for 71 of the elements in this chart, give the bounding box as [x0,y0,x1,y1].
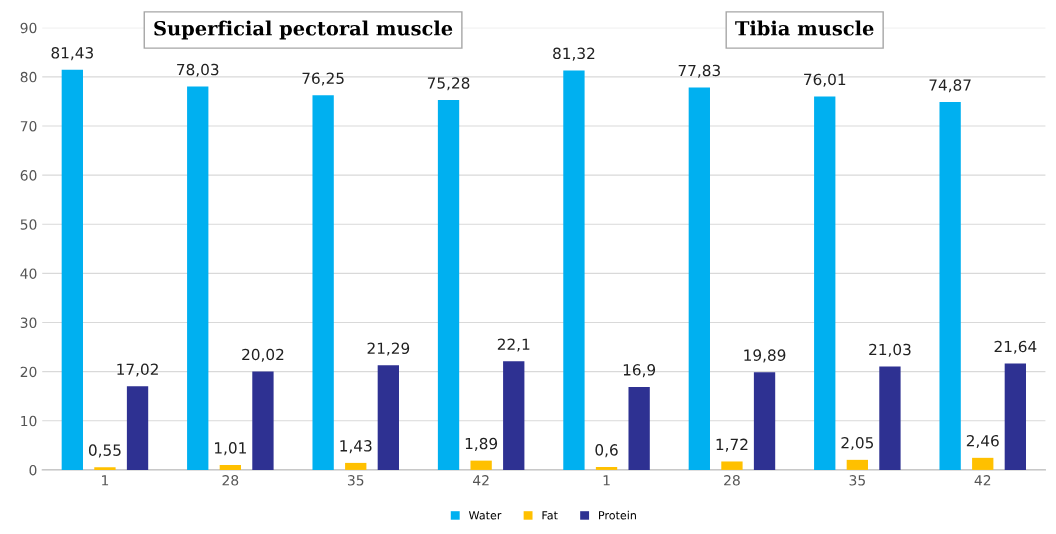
bar [312,95,334,470]
bar [939,102,961,470]
data-label: 2,05 [841,437,874,451]
bar [252,371,274,470]
y-tick-label: 50 [20,219,37,230]
y-tick-label: 20 [20,366,37,378]
annotation: Tibia muscle [735,20,874,36]
data-label: 21,64 [994,340,1037,354]
bar [503,361,525,470]
bar [61,69,83,470]
bar [721,461,743,470]
bar [846,459,868,470]
x-tick-label: 42 [472,475,489,486]
bar [563,70,585,470]
bar [377,365,399,470]
bar [470,460,492,470]
data-label: 75,28 [427,77,470,91]
y-tick-label: 60 [20,170,37,181]
data-label: 76,25 [302,72,344,86]
data-label: 16,9 [623,364,656,378]
data-label: 0,6 [595,444,618,458]
y-tick-label: 90 [20,22,37,34]
y-tick-label: 80 [20,71,37,83]
bar [753,372,776,470]
x-tick-label: 28 [222,475,239,486]
data-label: 17,02 [117,363,158,377]
bar [972,457,994,470]
x-tick-label: 1 [102,475,109,486]
y-tick-label: 70 [20,120,37,132]
bar [814,96,836,470]
data-label: 81,32 [553,47,595,61]
bar [345,462,367,470]
bar [879,366,901,470]
x-tick-label: 42 [974,475,991,486]
y-tick-label: 40 [20,268,37,279]
data-label: 74,87 [929,79,971,93]
bar [595,466,618,470]
data-label: 19,89 [744,349,786,363]
x-tick-label: 35 [849,475,865,486]
y-tick-label: 10 [21,415,37,427]
data-label: 22,1 [497,338,530,352]
x-tick-label: 1 [603,475,610,486]
bar [628,386,650,470]
x-tick-label: 28 [724,475,740,486]
y-tick-label: 0 [29,464,37,476]
bar [219,464,241,470]
bar [688,87,710,470]
bar [187,86,209,470]
data-label: 1,72 [716,438,748,452]
x-tick-label: 35 [347,475,364,486]
legend-label: Fat [542,511,558,520]
legend-label: Protein [599,510,636,520]
data-label: 76,01 [804,73,846,87]
bar [437,100,460,470]
data-label: 77,83 [678,64,720,78]
data-label: 21,29 [367,342,410,356]
bar [94,467,116,470]
data-label: 21,03 [869,343,911,357]
data-label: 1,43 [340,440,372,454]
data-label: 81,43 [51,47,93,61]
data-label: 1,01 [215,442,246,456]
bar [1004,363,1026,470]
data-label: 1,89 [465,437,498,451]
data-label: 20,02 [242,348,284,362]
y-tick-label: 30 [20,317,37,329]
data-label: 78,03 [177,63,219,77]
data-label: 0,55 [88,444,121,458]
bar [126,386,149,470]
annotation: Superficial pectoral muscle [154,20,453,40]
legend-label: Water [468,511,502,520]
data-label: 2,46 [966,434,999,449]
